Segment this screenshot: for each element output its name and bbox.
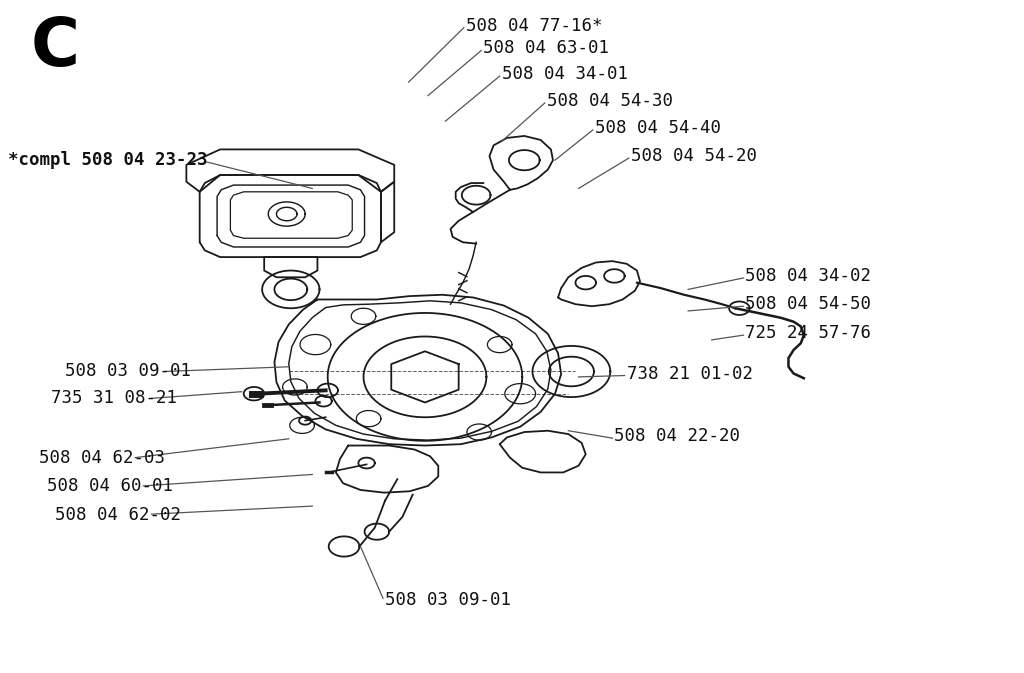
Text: 508 04 54-30: 508 04 54-30 bbox=[547, 92, 673, 110]
Text: 508 04 34-02: 508 04 34-02 bbox=[745, 267, 871, 285]
Text: 508 03 09-01: 508 03 09-01 bbox=[385, 592, 511, 609]
Text: 508 04 60-01: 508 04 60-01 bbox=[47, 477, 173, 495]
Text: 508 04 62-02: 508 04 62-02 bbox=[55, 506, 181, 524]
Text: 738 21 01-02: 738 21 01-02 bbox=[627, 365, 753, 382]
Text: 508 04 54-50: 508 04 54-50 bbox=[745, 295, 871, 313]
Text: *compl 508 04 23-23: *compl 508 04 23-23 bbox=[8, 151, 208, 169]
Text: 725 24 57-76: 725 24 57-76 bbox=[745, 324, 871, 342]
Text: C: C bbox=[31, 14, 80, 80]
Text: 735 31 08-21: 735 31 08-21 bbox=[51, 390, 177, 407]
Text: 508 04 62-03: 508 04 62-03 bbox=[39, 449, 165, 466]
Text: 508 04 54-20: 508 04 54-20 bbox=[631, 147, 757, 165]
Text: 508 04 34-01: 508 04 34-01 bbox=[502, 65, 628, 83]
Text: 508 04 77-16*: 508 04 77-16* bbox=[466, 17, 602, 34]
Text: 508 04 22-20: 508 04 22-20 bbox=[614, 427, 740, 445]
Text: 508 04 54-40: 508 04 54-40 bbox=[595, 119, 721, 137]
Text: 508 04 63-01: 508 04 63-01 bbox=[483, 40, 609, 57]
Text: 508 03 09-01: 508 03 09-01 bbox=[65, 363, 190, 380]
